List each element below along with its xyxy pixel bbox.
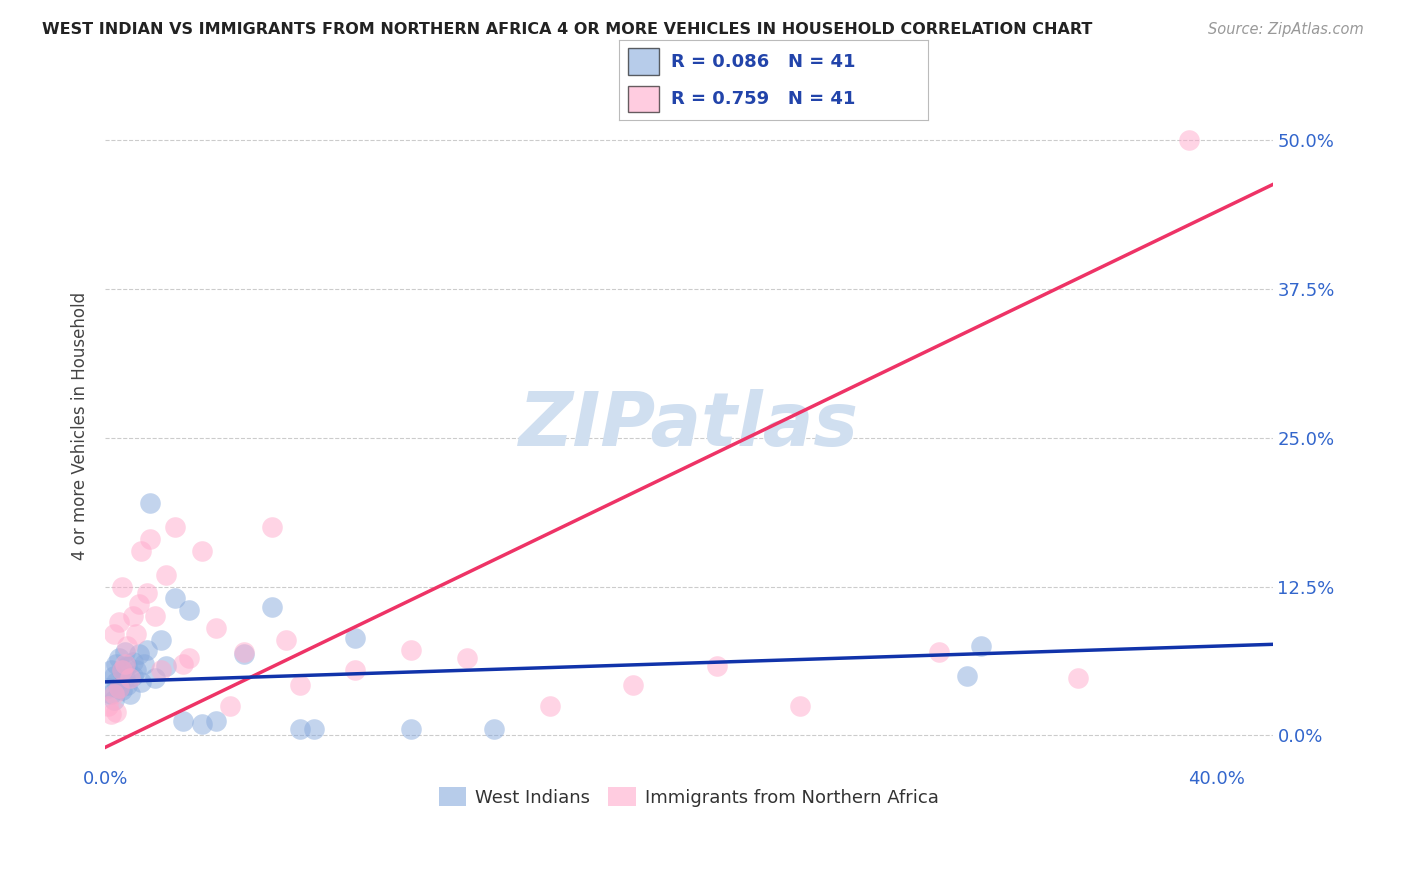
Point [135, 642, 157, 657]
Point [1178, 133, 1201, 147]
Point [111, 683, 134, 698]
Point [117, 639, 139, 653]
Point [138, 532, 160, 546]
Point [260, 520, 283, 534]
Point [191, 544, 214, 558]
Point [219, 698, 242, 713]
Point [135, 585, 157, 599]
Point [114, 657, 136, 671]
Point [97, 698, 120, 713]
Point [177, 651, 200, 665]
Point [138, 496, 160, 510]
Point [114, 671, 136, 685]
Point [538, 698, 561, 713]
Point [399, 642, 422, 657]
FancyBboxPatch shape [628, 86, 659, 112]
Text: R = 0.086   N = 41: R = 0.086 N = 41 [671, 53, 856, 70]
Text: Source: ZipAtlas.com: Source: ZipAtlas.com [1208, 22, 1364, 37]
Point [100, 687, 122, 701]
Point [302, 723, 325, 737]
Point [117, 678, 139, 692]
Text: R = 0.759   N = 41: R = 0.759 N = 41 [671, 90, 856, 108]
Point [706, 659, 728, 673]
Point [105, 657, 128, 671]
Point [1067, 671, 1090, 685]
Point [789, 698, 811, 713]
Point [128, 598, 150, 612]
Point [103, 692, 125, 706]
Point [621, 678, 644, 692]
Point [163, 520, 186, 534]
Point [177, 603, 200, 617]
Point [122, 609, 145, 624]
Point [114, 645, 136, 659]
Point [143, 609, 166, 624]
Point [125, 627, 148, 641]
Legend: West Indians, Immigrants from Northern Africa: West Indians, Immigrants from Northern A… [432, 780, 946, 814]
Point [97, 681, 120, 695]
Point [172, 657, 194, 671]
Point [288, 723, 311, 737]
Point [149, 633, 172, 648]
Point [108, 681, 131, 695]
Point [108, 615, 131, 630]
Point [134, 657, 156, 671]
Point [484, 723, 506, 737]
Point [122, 655, 145, 669]
Point [274, 633, 297, 648]
Point [103, 627, 125, 641]
Point [103, 669, 125, 683]
Point [120, 687, 142, 701]
Point [928, 645, 950, 659]
Point [172, 714, 194, 728]
Point [103, 687, 125, 701]
Point [155, 567, 177, 582]
Point [108, 651, 131, 665]
Point [100, 663, 122, 677]
Point [108, 681, 131, 695]
Point [105, 674, 128, 689]
Point [117, 659, 139, 673]
Point [111, 580, 134, 594]
Point [344, 663, 367, 677]
Text: ZIPatlas: ZIPatlas [519, 389, 859, 462]
Point [399, 723, 422, 737]
Point [122, 669, 145, 683]
Point [205, 714, 228, 728]
Point [260, 599, 283, 614]
Point [143, 671, 166, 685]
Point [131, 544, 153, 558]
Point [456, 651, 478, 665]
Point [120, 671, 142, 685]
Text: WEST INDIAN VS IMMIGRANTS FROM NORTHERN AFRICA 4 OR MORE VEHICLES IN HOUSEHOLD C: WEST INDIAN VS IMMIGRANTS FROM NORTHERN … [42, 22, 1092, 37]
Point [344, 631, 367, 645]
Point [125, 663, 148, 677]
Point [233, 645, 256, 659]
Point [111, 663, 134, 677]
Point [205, 621, 228, 635]
Point [111, 663, 134, 677]
FancyBboxPatch shape [628, 48, 659, 75]
Point [105, 705, 128, 719]
Point [155, 659, 177, 673]
Point [191, 716, 214, 731]
Point [128, 648, 150, 662]
Point [288, 678, 311, 692]
Point [956, 669, 979, 683]
Point [163, 591, 186, 606]
Y-axis label: 4 or more Vehicles in Household: 4 or more Vehicles in Household [72, 292, 89, 560]
Point [149, 663, 172, 677]
Point [131, 674, 153, 689]
Point [233, 648, 256, 662]
Point [100, 706, 122, 721]
Point [970, 639, 993, 653]
